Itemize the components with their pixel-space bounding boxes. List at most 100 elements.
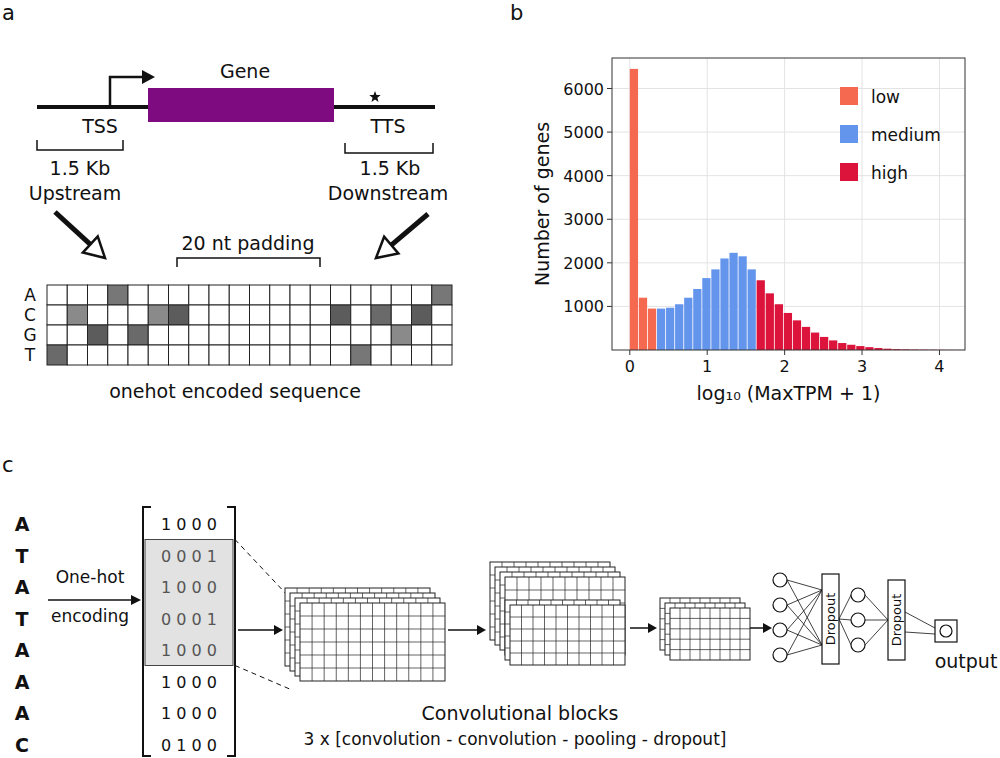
onehot-row: 0 0 0 1 <box>161 610 217 629</box>
onehot-cell <box>229 345 249 365</box>
hist-bar <box>693 289 701 350</box>
onehot-cell <box>88 285 108 305</box>
y-tick-label: 2000 <box>563 254 604 273</box>
feature-map-line <box>690 608 691 660</box>
onehot-cell <box>128 305 148 325</box>
onehot-cell <box>148 285 168 305</box>
hist-bar <box>766 293 774 350</box>
onehot-cell <box>88 305 108 325</box>
x-tick-label: 0 <box>625 357 635 376</box>
hollow-arrow-shaft <box>55 212 90 244</box>
dropout-box <box>822 574 839 664</box>
hist-bar <box>702 278 710 350</box>
feature-map-line <box>300 642 445 643</box>
hollow-arrow-shaft <box>391 214 428 245</box>
onehot-cell <box>432 305 452 325</box>
hist-bar <box>657 309 665 350</box>
plot-frame <box>612 58 965 350</box>
gene-label: Gene <box>220 60 270 82</box>
sequence-letter: A <box>15 639 30 661</box>
onehot-cell <box>108 285 128 305</box>
onehot-cell <box>209 325 229 345</box>
feature-map-line <box>556 605 557 665</box>
onehot-cell <box>351 325 371 345</box>
onehot-cell <box>47 305 67 325</box>
hist-bar <box>856 346 864 350</box>
grid-line <box>612 262 965 263</box>
grid-line <box>612 219 965 220</box>
onehot-cell <box>209 285 229 305</box>
onehot-cell <box>290 305 310 325</box>
feature-map-line <box>579 605 580 665</box>
onehot-cell <box>371 285 391 305</box>
y-tick <box>607 306 612 307</box>
encoding-arrow <box>48 599 132 601</box>
feature-map-line <box>505 590 625 591</box>
connection <box>865 620 888 645</box>
onehot-cell <box>331 285 351 305</box>
onehot-cell <box>412 285 432 305</box>
onehot-cell <box>128 345 148 365</box>
feature-map-line <box>510 653 625 654</box>
dashed-line <box>235 666 292 691</box>
y-tick-label: 1000 <box>563 297 604 316</box>
onehot-cell <box>270 345 290 365</box>
onehot-cell <box>290 345 310 365</box>
connection <box>787 580 822 645</box>
onehot-cell <box>67 325 87 345</box>
sequence-letter: C <box>15 734 29 756</box>
feature-map-line <box>670 628 750 629</box>
downstream-length: 1.5 Kb <box>360 157 421 179</box>
feature-map-line <box>521 605 522 665</box>
hist-bar <box>738 256 746 350</box>
x-tick-label: 2 <box>780 357 790 376</box>
connection <box>787 590 822 630</box>
onehot-cell <box>47 345 67 365</box>
feature-map-line <box>670 639 750 640</box>
connection <box>787 590 822 655</box>
onehot-cell <box>250 345 270 365</box>
hist-bar <box>802 327 810 350</box>
onehot-cell <box>432 325 452 345</box>
output-label: output <box>935 650 998 672</box>
onehot-cell <box>432 345 452 365</box>
onehot-cell <box>331 325 351 345</box>
grid-line <box>612 175 965 176</box>
figure: abcGeneTSSTTS1.5 KbUpstream1.5 KbDownstr… <box>0 0 1000 758</box>
encoding-label: One-hot <box>56 567 125 587</box>
sequence-letter: A <box>15 576 30 598</box>
legend-swatch <box>840 163 858 181</box>
upstream-bracket <box>37 140 123 150</box>
feature-map-line <box>740 608 741 660</box>
hist-bar <box>775 304 783 350</box>
feature-map-line <box>544 605 545 665</box>
feature-map <box>300 603 445 681</box>
legend-label: high <box>871 163 908 183</box>
hist-bar <box>784 313 792 350</box>
onehot-cell <box>128 285 148 305</box>
onehot-cell <box>310 305 330 325</box>
legend-swatch <box>840 87 858 105</box>
onehot-cell <box>351 345 371 365</box>
feature-map-line <box>567 605 568 665</box>
feature-map-line <box>700 608 701 660</box>
connection <box>865 620 888 621</box>
x-tick <box>707 350 708 355</box>
hist-bar <box>630 69 638 350</box>
arrowhead <box>648 623 657 633</box>
hist-bar <box>748 269 756 350</box>
downstream-bracket <box>345 143 433 153</box>
onehot-cell <box>290 285 310 305</box>
flow-arrow <box>630 627 649 629</box>
connection <box>787 630 822 645</box>
row-label: C <box>24 305 36 325</box>
encoding-label: encoding <box>51 606 129 626</box>
onehot-cell <box>128 325 148 345</box>
onehot-row: 1 0 0 0 <box>161 641 217 660</box>
y-tick <box>607 219 612 220</box>
y-tick <box>607 88 612 89</box>
onehot-cell <box>371 325 391 345</box>
onehot-cell <box>189 325 209 345</box>
x-tick <box>939 350 940 355</box>
onehot-cell <box>290 325 310 345</box>
